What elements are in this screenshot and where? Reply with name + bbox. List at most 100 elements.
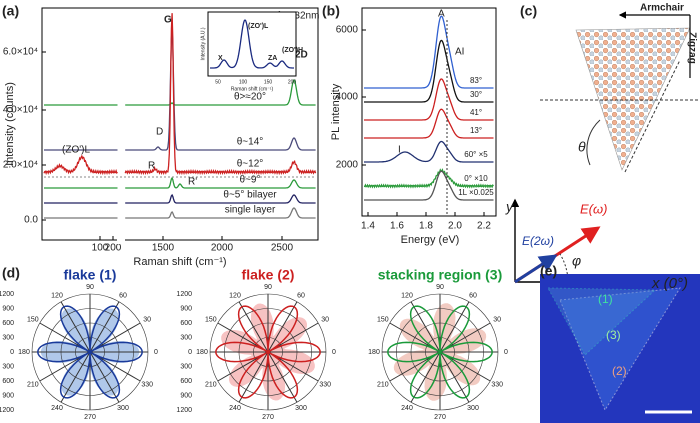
curve-label: 30° (470, 90, 482, 99)
spectrum (44, 176, 316, 189)
x-tick-label: 100 (239, 79, 248, 85)
y-tick-label: 2.0×10⁴ (3, 160, 38, 171)
spectrum (364, 140, 494, 163)
y-axis-title: PL intensity (330, 83, 342, 140)
region-label: (1) (598, 292, 613, 306)
spectrum (363, 168, 494, 189)
peak-label: R (148, 161, 155, 172)
radial-tick: 900 (180, 305, 192, 312)
radial-tick: 900 (180, 392, 192, 399)
field-label: E(2ω) (522, 234, 554, 248)
x-tick-label: 1.4 (361, 221, 375, 232)
spectrum (364, 15, 494, 89)
axis-break (117, 236, 125, 244)
y-tick-label: 4000 (336, 92, 359, 103)
angle-tick: 240 (401, 405, 413, 412)
y-tick-label: 6.0×10⁴ (3, 47, 38, 58)
angle-tick: 30 (143, 316, 151, 323)
angle-tick: 120 (401, 293, 413, 300)
x-tick-label: 200 (288, 79, 297, 85)
curve-label: θ~14° (237, 137, 264, 148)
spectrum (44, 78, 316, 106)
angle-tick: 0 (332, 349, 336, 356)
y-tick-label: 2000 (336, 160, 359, 171)
x-tick-label: 150 (264, 79, 273, 85)
x-tick-label: 100 (92, 243, 109, 254)
spectrum (364, 108, 494, 139)
peak-label: X (218, 55, 223, 62)
angle-tick: 300 (467, 405, 479, 412)
radial-tick: 0 (188, 349, 192, 356)
panel-label: (c) (520, 3, 537, 19)
x-axis-title: Raman shift (cm⁻¹) (133, 256, 226, 268)
field-label: E(ω) (580, 201, 607, 216)
curve-label: 1L ×0.025 (458, 188, 494, 197)
curve-label: 0° ×10 (464, 174, 488, 183)
spectrum (44, 30, 316, 151)
angle-tick: 150 (205, 316, 217, 323)
y-tick-label: 4.0×10⁴ (3, 105, 38, 116)
spectrum (43, 13, 317, 176)
polar-curve (215, 305, 321, 399)
plot-frame (41, 7, 319, 241)
angle-tick: 300 (295, 405, 307, 412)
angle-tick: 240 (51, 405, 63, 412)
curve-label: 13° (470, 126, 482, 135)
radial-tick: 0 (10, 349, 14, 356)
inset-frame (207, 11, 297, 77)
radial-tick: 300 (2, 363, 14, 370)
axis-note: Armchair (640, 3, 684, 14)
angle-tick: 270 (434, 414, 446, 421)
peak-label: ZA (268, 55, 277, 62)
angle-tick: 330 (319, 381, 331, 388)
inset-spectrum (210, 19, 294, 69)
angle-tick: 90 (436, 284, 444, 291)
peak-label: G (164, 15, 172, 26)
curve-label: 41° (470, 108, 482, 117)
radial-tick: 600 (2, 378, 14, 385)
y-axis-title: Intensity (counts) (4, 82, 16, 166)
angle-tick: 90 (86, 284, 94, 291)
polar-title: flake (1) (64, 267, 117, 283)
curve-label: θ~5° bilayer (223, 190, 277, 201)
polar-title: flake (2) (242, 267, 295, 283)
radial-tick: 600 (180, 378, 192, 385)
angle-tick: 30 (321, 316, 329, 323)
peak-label: (ZO')L (248, 23, 269, 30)
plot-frame (361, 7, 497, 217)
radial-tick: 900 (2, 392, 14, 399)
angle-label: φ (572, 253, 581, 269)
radial-tick: 600 (180, 320, 192, 327)
panel-label: (e) (540, 263, 557, 279)
angle-tick: 210 (377, 381, 389, 388)
x-tick-label: 1500 (152, 243, 175, 254)
axis-note: Zigzag (686, 32, 697, 64)
angle-tick: 120 (51, 293, 63, 300)
x-tick-label: 2000 (211, 243, 234, 254)
angle-tick: 150 (27, 316, 39, 323)
x-tick-label: 1.8 (419, 221, 433, 232)
peak-label: 2D (295, 50, 308, 61)
spectrum (44, 207, 316, 219)
radial-tick: 300 (2, 334, 14, 341)
region-label: (2) (612, 364, 627, 378)
angle-tick: 180 (368, 349, 380, 356)
x-axis-title: Energy (eV) (401, 234, 460, 246)
angle-tick: 330 (141, 381, 153, 388)
x-tick-label: 2500 (271, 243, 294, 254)
sample-image (540, 274, 700, 423)
radial-tick: 1200 (0, 407, 14, 414)
angle-tick: 270 (84, 414, 96, 421)
x-tick-label: 2.2 (477, 221, 491, 232)
angle-tick: 300 (117, 405, 129, 412)
angle-tick: 60 (469, 293, 477, 300)
angle-tick: 0 (504, 349, 508, 356)
y-tick-label: 0.0 (24, 215, 38, 226)
angle-tick: 30 (493, 316, 501, 323)
spectrum (364, 170, 494, 201)
axis-label: x (0°) (651, 275, 688, 292)
angle-tick: 210 (205, 381, 217, 388)
peak-label: D (156, 127, 163, 138)
radial-tick: 1200 (176, 291, 192, 298)
